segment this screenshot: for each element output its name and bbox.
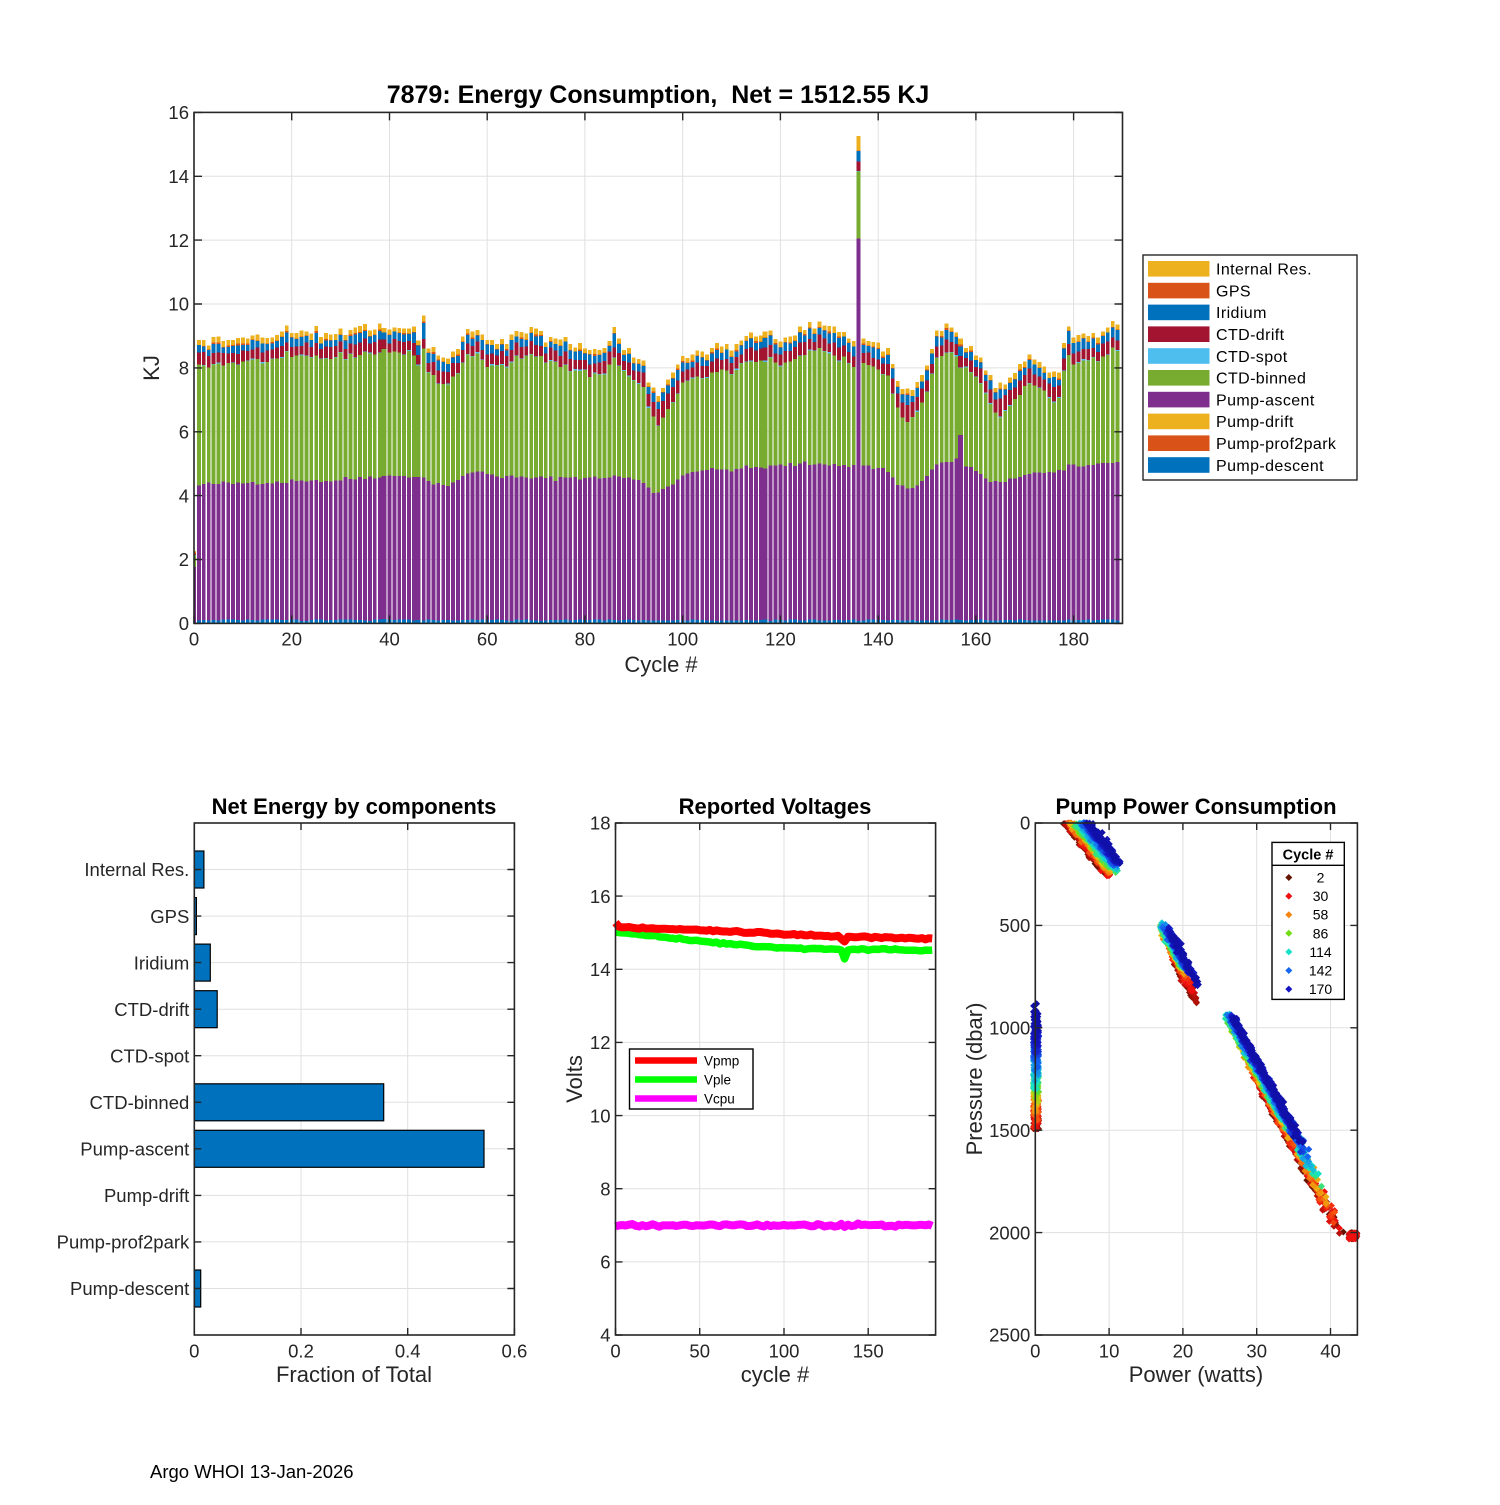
svg-text:0.4: 0.4 <box>395 1341 421 1362</box>
svg-text:14: 14 <box>590 959 611 980</box>
svg-text:GPS: GPS <box>150 906 189 927</box>
svg-text:Pump Power Consumption: Pump Power Consumption <box>1055 794 1336 819</box>
svg-text:CTD-drift: CTD-drift <box>114 999 189 1020</box>
svg-text:86: 86 <box>1313 925 1329 941</box>
svg-text:0: 0 <box>610 1341 620 1362</box>
svg-text:120: 120 <box>765 628 796 649</box>
svg-text:80: 80 <box>575 628 596 649</box>
svg-text:CTD-binned: CTD-binned <box>90 1092 190 1113</box>
svg-text:Vple: Vple <box>704 1072 731 1087</box>
svg-text:10: 10 <box>590 1105 611 1126</box>
svg-text:7879: Energy Consumption, Net: 7879: Energy Consumption, Net = 1512.55 … <box>387 81 930 109</box>
svg-text:0: 0 <box>179 613 189 634</box>
svg-text:40: 40 <box>379 628 400 649</box>
svg-text:2: 2 <box>179 549 189 570</box>
svg-text:180: 180 <box>1058 628 1089 649</box>
svg-text:Cycle #: Cycle # <box>624 652 698 677</box>
svg-text:CTD-binned: CTD-binned <box>1216 371 1306 388</box>
svg-text:100: 100 <box>667 628 698 649</box>
svg-text:2000: 2000 <box>989 1222 1030 1243</box>
svg-text:Pump-descent: Pump-descent <box>1216 458 1324 475</box>
svg-text:20: 20 <box>1173 1341 1194 1362</box>
svg-text:Pump-drift: Pump-drift <box>104 1185 189 1206</box>
svg-text:58: 58 <box>1313 907 1329 923</box>
svg-text:0.2: 0.2 <box>288 1341 314 1362</box>
svg-text:2500: 2500 <box>989 1325 1030 1346</box>
svg-text:Iridium: Iridium <box>1216 305 1267 322</box>
svg-text:Argo WHOI 13-Jan-2026: Argo WHOI 13-Jan-2026 <box>150 1461 354 1482</box>
svg-text:0.6: 0.6 <box>502 1341 528 1362</box>
svg-text:Cycle #: Cycle # <box>1283 848 1334 864</box>
svg-text:142: 142 <box>1309 963 1333 979</box>
svg-text:CTD-spot: CTD-spot <box>1216 349 1288 366</box>
svg-text:2: 2 <box>1317 870 1325 886</box>
svg-text:30: 30 <box>1313 888 1329 904</box>
svg-text:114: 114 <box>1309 944 1332 960</box>
svg-text:Power (watts): Power (watts) <box>1129 1362 1263 1387</box>
svg-text:6: 6 <box>179 422 189 443</box>
svg-text:8: 8 <box>600 1178 610 1199</box>
svg-text:Pump-descent: Pump-descent <box>70 1278 189 1299</box>
svg-text:20: 20 <box>281 628 302 649</box>
svg-text:500: 500 <box>999 915 1030 936</box>
svg-text:12: 12 <box>168 230 189 251</box>
svg-text:150: 150 <box>853 1341 884 1362</box>
svg-text:GPS: GPS <box>1216 283 1251 300</box>
svg-text:0: 0 <box>1030 1341 1040 1362</box>
svg-text:30: 30 <box>1246 1341 1267 1362</box>
svg-text:Internal Res.: Internal Res. <box>84 859 189 880</box>
svg-text:Internal Res.: Internal Res. <box>1216 262 1312 279</box>
svg-text:Pressure (dbar): Pressure (dbar) <box>962 1003 987 1156</box>
svg-text:160: 160 <box>960 628 991 649</box>
svg-text:0: 0 <box>189 1341 199 1362</box>
svg-text:Pump-ascent: Pump-ascent <box>80 1139 189 1160</box>
svg-text:Vpmp: Vpmp <box>704 1053 739 1068</box>
svg-text:Pump-prof2park: Pump-prof2park <box>57 1232 190 1253</box>
svg-text:14: 14 <box>168 166 189 187</box>
svg-text:1000: 1000 <box>989 1018 1030 1039</box>
svg-text:Pump-drift: Pump-drift <box>1216 414 1294 431</box>
svg-text:0: 0 <box>189 628 199 649</box>
svg-text:8: 8 <box>179 358 189 379</box>
svg-text:16: 16 <box>590 886 611 907</box>
svg-text:Vcpu: Vcpu <box>704 1091 735 1106</box>
svg-text:CTD-spot: CTD-spot <box>110 1045 189 1066</box>
svg-text:6: 6 <box>600 1252 610 1273</box>
svg-text:50: 50 <box>689 1341 710 1362</box>
svg-text:40: 40 <box>1320 1341 1341 1362</box>
svg-text:10: 10 <box>1099 1341 1120 1362</box>
svg-text:Volts: Volts <box>562 1055 587 1103</box>
svg-text:140: 140 <box>863 628 894 649</box>
svg-text:KJ: KJ <box>139 355 164 381</box>
svg-text:12: 12 <box>590 1032 611 1053</box>
svg-text:100: 100 <box>769 1341 800 1362</box>
svg-text:4: 4 <box>600 1325 610 1346</box>
svg-text:0: 0 <box>1020 813 1030 834</box>
svg-text:Pump-ascent: Pump-ascent <box>1216 392 1315 409</box>
svg-text:Iridium: Iridium <box>134 952 190 973</box>
svg-text:Reported Voltages: Reported Voltages <box>679 794 872 819</box>
svg-text:1500: 1500 <box>989 1120 1030 1141</box>
svg-text:CTD-drift: CTD-drift <box>1216 327 1285 344</box>
svg-text:4: 4 <box>179 485 189 506</box>
svg-text:Pump-prof2park: Pump-prof2park <box>1216 436 1337 453</box>
svg-text:16: 16 <box>168 102 189 123</box>
svg-text:10: 10 <box>168 294 189 315</box>
svg-text:60: 60 <box>477 628 498 649</box>
svg-text:Net Energy by components: Net Energy by components <box>212 794 497 819</box>
svg-text:Fraction of Total: Fraction of Total <box>276 1362 432 1387</box>
svg-text:170: 170 <box>1309 981 1333 997</box>
svg-text:cycle #: cycle # <box>741 1362 810 1387</box>
svg-text:18: 18 <box>590 813 611 834</box>
